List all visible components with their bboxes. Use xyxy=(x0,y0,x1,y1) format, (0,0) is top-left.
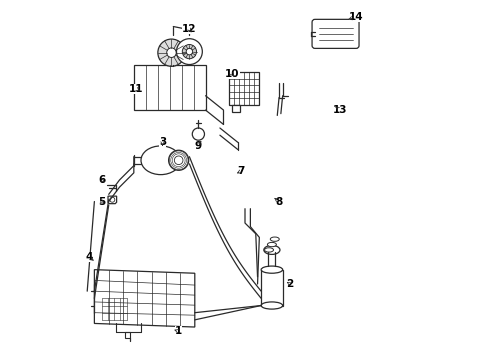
Ellipse shape xyxy=(265,248,273,252)
Text: 7: 7 xyxy=(238,166,245,176)
Text: 11: 11 xyxy=(128,84,143,94)
Circle shape xyxy=(174,156,183,165)
Text: 5: 5 xyxy=(98,197,105,207)
Circle shape xyxy=(110,197,115,202)
Polygon shape xyxy=(108,196,117,204)
Text: 4: 4 xyxy=(85,252,93,262)
Polygon shape xyxy=(232,105,240,112)
Circle shape xyxy=(167,48,176,58)
Text: 2: 2 xyxy=(286,279,294,289)
Circle shape xyxy=(186,48,193,55)
Ellipse shape xyxy=(261,302,283,309)
Ellipse shape xyxy=(141,146,180,175)
Ellipse shape xyxy=(261,266,283,273)
Ellipse shape xyxy=(268,242,276,247)
Circle shape xyxy=(158,39,185,66)
Ellipse shape xyxy=(264,246,280,255)
Circle shape xyxy=(192,128,204,140)
Text: 12: 12 xyxy=(182,24,196,35)
Text: 10: 10 xyxy=(225,69,240,79)
Text: 14: 14 xyxy=(349,12,364,22)
Text: 8: 8 xyxy=(275,197,283,207)
Circle shape xyxy=(182,45,196,59)
Text: 9: 9 xyxy=(195,141,202,151)
Circle shape xyxy=(176,39,202,64)
Bar xyxy=(125,332,130,338)
Ellipse shape xyxy=(270,237,279,241)
Text: 6: 6 xyxy=(98,175,105,185)
FancyBboxPatch shape xyxy=(312,19,359,48)
Text: 1: 1 xyxy=(175,326,182,336)
Text: 13: 13 xyxy=(333,105,347,115)
Circle shape xyxy=(169,150,189,170)
Text: 3: 3 xyxy=(159,138,166,147)
